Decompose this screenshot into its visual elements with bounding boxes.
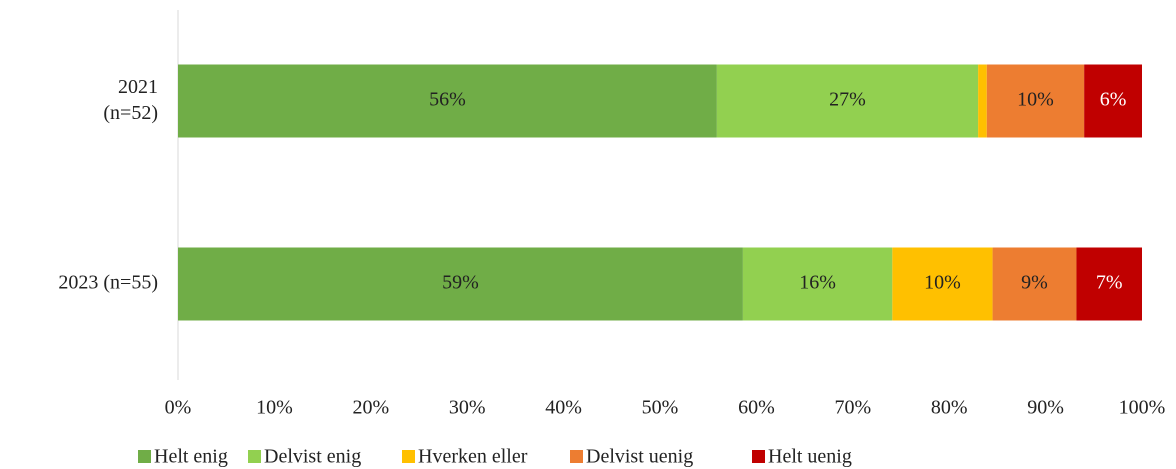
x-tick-label: 40% [545,397,582,419]
legend-label: Hverken eller [418,446,528,468]
x-tick-label: 20% [352,397,389,419]
legend-label: Delvist enig [264,446,361,468]
x-tick-label: 30% [449,397,486,419]
data-label: 16% [799,272,836,294]
bar-segment [178,247,743,321]
data-label: 9% [1021,272,1048,294]
legend-label: Helt uenig [768,446,852,468]
legend-label: Helt enig [154,446,228,468]
legend-label: Delvist uenig [586,446,693,468]
bar-segment [986,64,1085,138]
bar-segment [992,247,1077,321]
legend-swatch [570,450,583,463]
y-tick-label: 2023 (n=55) [58,272,158,294]
bar-segment [1076,247,1142,321]
bar-segment [716,64,979,138]
y-tick-label: 2021 (n=52) [103,76,158,124]
bar-segment [978,64,987,138]
data-label: 59% [442,272,479,294]
x-tick-label: 100% [1119,397,1166,419]
bar-segment [892,247,993,321]
bar-segment [742,247,893,321]
x-tick-label: 60% [738,397,775,419]
data-label: 6% [1100,89,1127,111]
data-label: 10% [924,272,961,294]
x-tick-label: 0% [165,397,192,419]
x-tick-label: 70% [834,397,871,419]
x-tick-label: 10% [256,397,293,419]
legend-swatch [752,450,765,463]
legend-swatch [248,450,261,463]
legend-swatch [402,450,415,463]
x-tick-label: 50% [642,397,679,419]
x-tick-label: 80% [931,397,968,419]
data-label: 27% [829,89,866,111]
data-label: 56% [429,89,466,111]
legend-swatch [138,450,151,463]
x-tick-label: 90% [1027,397,1064,419]
data-label: 10% [1017,89,1054,111]
data-label: 7% [1096,272,1123,294]
bar-segment [1084,64,1142,138]
bar-segment [178,64,717,138]
